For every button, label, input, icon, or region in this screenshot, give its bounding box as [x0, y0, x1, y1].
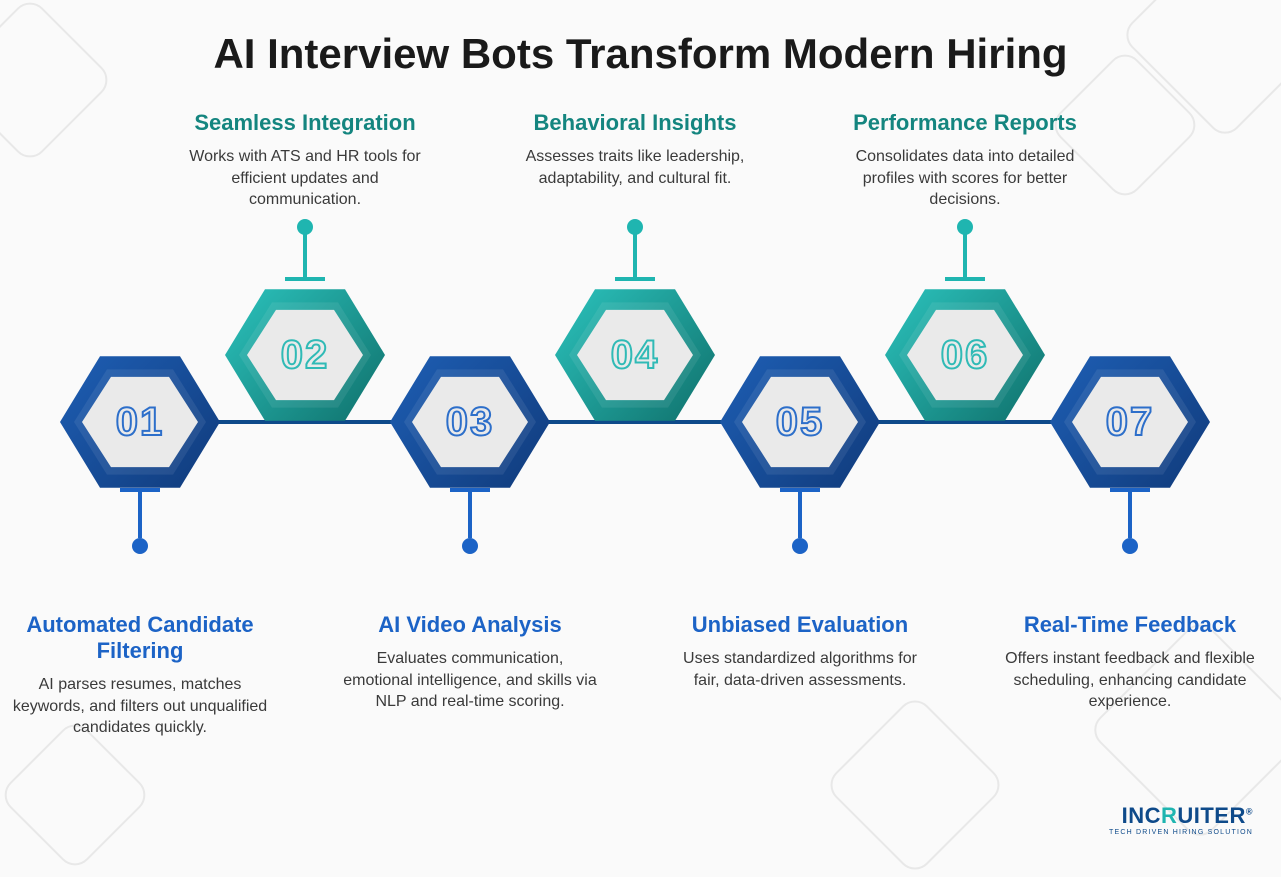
bg-square: [823, 693, 1007, 877]
step-hexagon: 03: [390, 352, 550, 492]
step-hexagon: 07: [1050, 352, 1210, 492]
step-hexagon: 04: [555, 285, 715, 425]
step-number: 04: [611, 333, 660, 378]
step-number: 05: [776, 400, 825, 445]
step-heading: Automated Candidate Filtering: [10, 612, 270, 664]
step-body: Offers instant feedback and flexible sch…: [1000, 648, 1260, 713]
step-body: AI parses resumes, matches keywords, and…: [10, 674, 270, 739]
step-number: 07: [1106, 400, 1155, 445]
bg-square: [0, 0, 115, 165]
step-number: 03: [446, 400, 495, 445]
step-heading: Unbiased Evaluation: [670, 612, 930, 638]
step-text: Unbiased Evaluation Uses standardized alg…: [670, 612, 930, 691]
step-body: Assesses traits like leadership, adaptab…: [505, 146, 765, 189]
step-text: AI Video Analysis Evaluates communication…: [340, 612, 600, 713]
step-number: 02: [281, 333, 330, 378]
step-hexagon: 06: [885, 285, 1045, 425]
bg-square: [0, 717, 153, 873]
step-hexagon: 02: [225, 285, 385, 425]
step-text: Real-Time Feedback Offers instant feedbac…: [1000, 612, 1260, 713]
step-heading: Seamless Integration: [175, 110, 435, 136]
step-heading: Performance Reports: [835, 110, 1095, 136]
step-text: Seamless Integration Works with ATS and H…: [175, 110, 435, 211]
step-text: Performance Reports Consolidates data int…: [835, 110, 1095, 211]
step-body: Evaluates communication, emotional intel…: [340, 648, 600, 713]
step-heading: Real-Time Feedback: [1000, 612, 1260, 638]
step-number: 06: [941, 333, 990, 378]
step-text: Behavioral Insights Assesses traits like …: [505, 110, 765, 189]
step-body: Uses standardized algorithms for fair, d…: [670, 648, 930, 691]
step-body: Consolidates data into detailed profiles…: [835, 146, 1095, 211]
brand-logo: INCRUITER® TECH DRIVEN HIRING SOLUTION: [1109, 803, 1253, 836]
page-title: AI Interview Bots Transform Modern Hirin…: [0, 30, 1281, 78]
step-heading: AI Video Analysis: [340, 612, 600, 638]
step-heading: Behavioral Insights: [505, 110, 765, 136]
step-number: 01: [116, 400, 165, 445]
step-body: Works with ATS and HR tools for efficien…: [175, 146, 435, 211]
step-text: Automated Candidate Filtering AI parses r…: [10, 612, 270, 739]
step-hexagon: 05: [720, 352, 880, 492]
step-hexagon: 01: [60, 352, 220, 492]
